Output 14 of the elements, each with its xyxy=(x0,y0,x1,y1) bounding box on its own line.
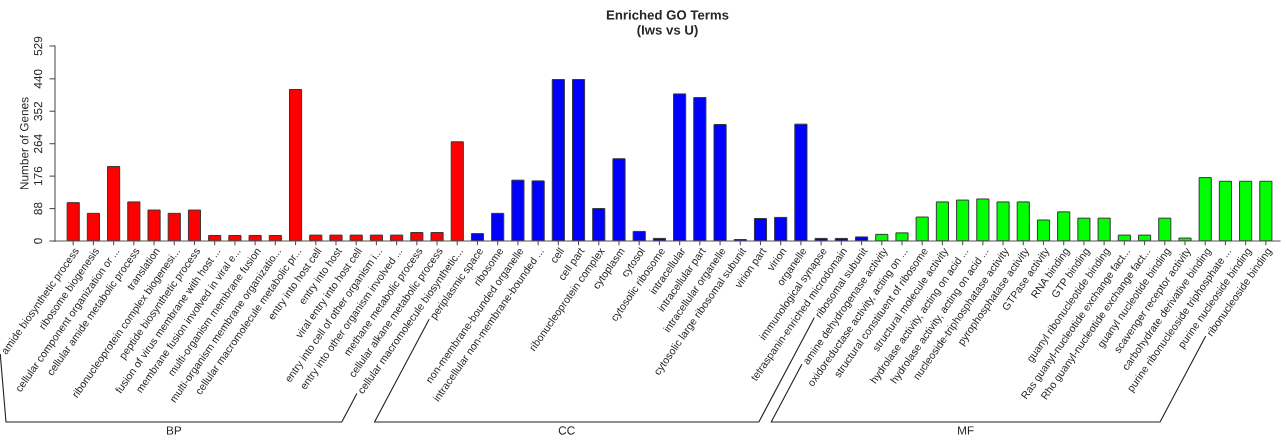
y-tick-label: 0 xyxy=(33,238,43,244)
text: BP xyxy=(166,426,182,435)
y-tick-label: 352 xyxy=(33,101,43,121)
x-tick-label: cell xyxy=(549,247,565,264)
text: MF xyxy=(958,426,974,435)
y-tick-label: 264 xyxy=(33,134,43,153)
chart-title: Enriched GO Terms xyxy=(606,10,729,20)
y-tick-label: 176 xyxy=(33,166,43,186)
y-tick-label: 529 xyxy=(33,36,43,56)
chart-subtitle: (Iws vs U) xyxy=(637,25,698,38)
text: CC xyxy=(558,426,575,435)
y-tick-label: 440 xyxy=(33,69,43,89)
y-tick-label: 88 xyxy=(33,202,43,215)
y-axis-title: Number of Genes xyxy=(19,97,29,190)
